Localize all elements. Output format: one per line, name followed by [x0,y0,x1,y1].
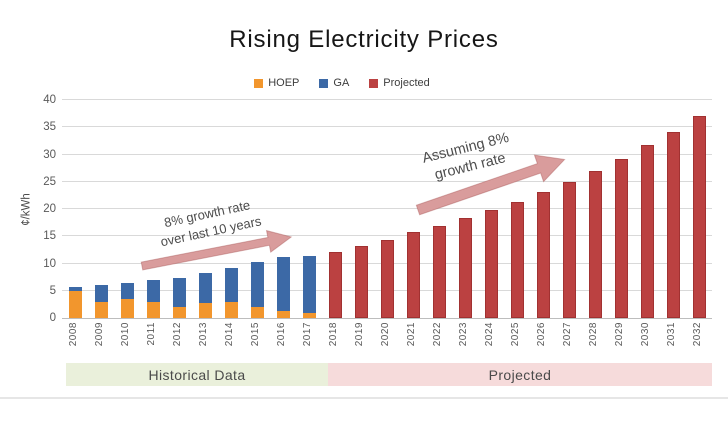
x-tick-label-2009: 2009 [94,322,105,347]
x-tick-label-2024: 2024 [484,322,495,347]
bar-2026-projected [536,192,550,318]
growth-arrow-projected [415,154,566,216]
bar-2014-ga [224,267,238,302]
x-tick-label-2027: 2027 [562,322,573,347]
x-tick-label-2017: 2017 [302,322,313,347]
bar-2011-ga [146,279,160,302]
x-tick-label-2020: 2020 [380,322,391,347]
y-tick-label-0: 0 [49,312,56,324]
y-tick-label-15: 15 [43,230,56,243]
x-tick-label-2026: 2026 [536,322,547,347]
legend-label-projected: Projected [383,77,430,89]
x-tick-label-2029: 2029 [614,322,625,347]
historical-band-label: Historical Data [148,366,246,383]
legend-item-projected: Projected [369,77,430,89]
x-tick-label-2012: 2012 [172,322,183,347]
x-tick-label-2019: 2019 [354,322,365,347]
bar-2010-hoep [120,298,134,318]
bar-2032-projected [692,115,706,318]
legend-item-hoep: HOEP [254,77,299,89]
legend-label-ga: GA [333,77,350,89]
x-tick-label-2010: 2010 [120,322,131,347]
bar-2025-projected [510,201,524,318]
gridline-30 [62,153,712,155]
bar-2019-projected [354,246,368,318]
y-tick-label-5: 5 [49,284,56,297]
x-tick-label-2028: 2028 [588,322,599,347]
historical-data-band: Historical Data [66,363,328,386]
legend-swatch-projected [369,78,379,88]
x-tick-label-2025: 2025 [510,322,521,347]
chart-title: Rising Electricity Prices [229,26,499,53]
bar-2012-ga [172,278,186,307]
bar-2009-ga [94,284,108,302]
y-tick-label-10: 10 [43,257,56,270]
legend-swatch-hoep [254,78,264,88]
bar-2016-ga [276,256,290,312]
bar-2013-hoep [198,303,212,318]
bar-2024-projected [484,210,498,318]
x-tick-label-2031: 2031 [666,322,677,347]
bar-2031-projected [666,131,680,318]
gridline-40 [62,99,712,100]
bar-2014-hoep [224,301,238,318]
legend-item-ga: GA [319,77,349,89]
bar-2017-ga [302,255,316,313]
x-tick-label-2030: 2030 [640,322,651,347]
footer-divider [0,397,728,399]
gridline-35 [62,126,712,128]
gridline-15 [62,235,712,237]
bar-2030-projected [640,145,654,318]
growth-arrow-historical [140,229,293,271]
x-tick-label-2008: 2008 [68,322,79,347]
bar-2021-projected [406,232,420,318]
legend-label-hoep: HOEP [268,77,300,89]
x-tick-label-2011: 2011 [146,322,157,346]
x-tick-label-2016: 2016 [276,322,287,347]
x-tick-label-2013: 2013 [198,322,209,347]
bar-2017-hoep [302,312,316,318]
bar-2029-projected [614,158,628,318]
bar-2013-ga [198,272,212,304]
bar-2008-ga [68,287,82,291]
x-tick-label-2014: 2014 [224,322,235,347]
bar-2016-hoep [276,311,290,318]
y-tick-label-40: 40 [43,94,56,106]
bar-2011-hoep [146,301,160,318]
x-tick-label-2018: 2018 [328,322,339,347]
y-tick-label-30: 30 [43,148,56,161]
bar-2015-ga [250,262,264,307]
bar-2009-hoep [94,301,108,318]
bar-2023-projected [458,218,472,318]
bar-2022-projected [432,225,446,318]
x-tick-label-2023: 2023 [458,322,469,347]
x-tick-label-2022: 2022 [432,322,443,347]
bar-2027-projected [562,181,576,318]
bar-2018-projected [328,251,342,318]
bar-2028-projected [588,170,602,318]
bar-2008-hoep [68,290,82,318]
plot-area: 0 5 10 15 20 25 30 35 40 2008 2009 2010 2011 2012 2013… [43,94,712,346]
bar-2015-hoep [250,306,264,318]
x-tick-label-2021: 2021 [406,322,417,347]
projected-band: Projected [328,363,712,386]
gridline-25 [62,180,712,182]
gridline-20 [62,208,712,209]
bar-2010-ga [120,282,134,299]
y-tick-label-20: 20 [43,203,56,215]
x-tick-label-2032: 2032 [692,322,703,347]
y-tick-label-35: 35 [43,121,56,134]
bar-2012-hoep [172,306,186,318]
x-tick-label-2015: 2015 [250,322,261,347]
projected-band-label: Projected [488,366,552,383]
legend-swatch-ga [319,78,329,88]
bar-2020-projected [380,239,394,318]
chart-legend: HOEP GA Projected [0,77,706,89]
y-tick-label-25: 25 [43,175,56,188]
